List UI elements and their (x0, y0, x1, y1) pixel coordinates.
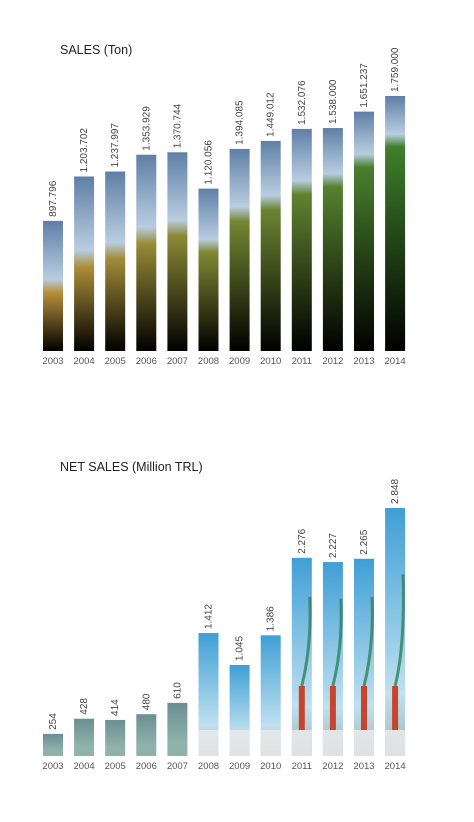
year-label: 2013 (353, 761, 374, 772)
bar-value-label: 1.412 (204, 604, 215, 629)
year-label: 2011 (292, 761, 312, 772)
year-label: 2008 (198, 761, 219, 772)
bar-value-label: 1.045 (235, 636, 246, 661)
bar-value-label: 2.276 (297, 528, 308, 553)
bar-2005 (105, 720, 125, 756)
year-label: 2005 (105, 761, 126, 772)
bar-2006 (136, 714, 156, 756)
year-label: 2010 (260, 761, 281, 772)
bar-value-label: 2.265 (359, 529, 370, 554)
year-label: 2004 (74, 761, 95, 772)
bar-2007 (167, 703, 187, 756)
year-label: 2012 (322, 761, 343, 772)
bar-value-label: 428 (79, 698, 90, 715)
bar-value-label: 414 (110, 699, 121, 716)
year-label: 2007 (167, 761, 188, 772)
bar-value-label: 610 (172, 682, 183, 699)
year-label: 2006 (136, 761, 157, 772)
year-label: 2014 (385, 761, 406, 772)
bar-value-label: 254 (48, 713, 59, 730)
year-label: 2003 (42, 761, 63, 772)
bar-2004 (74, 719, 94, 756)
bar-value-label: 2.227 (328, 533, 339, 558)
factory-illustration (199, 730, 219, 756)
factory-illustration (261, 730, 281, 756)
factory-illustration (230, 730, 250, 756)
bar-value-label: 1.386 (266, 606, 277, 631)
year-label: 2009 (229, 761, 250, 772)
bar-2003 (43, 734, 63, 756)
bar-value-label: 2.848 (390, 479, 401, 504)
bar-value-label: 480 (141, 693, 152, 710)
